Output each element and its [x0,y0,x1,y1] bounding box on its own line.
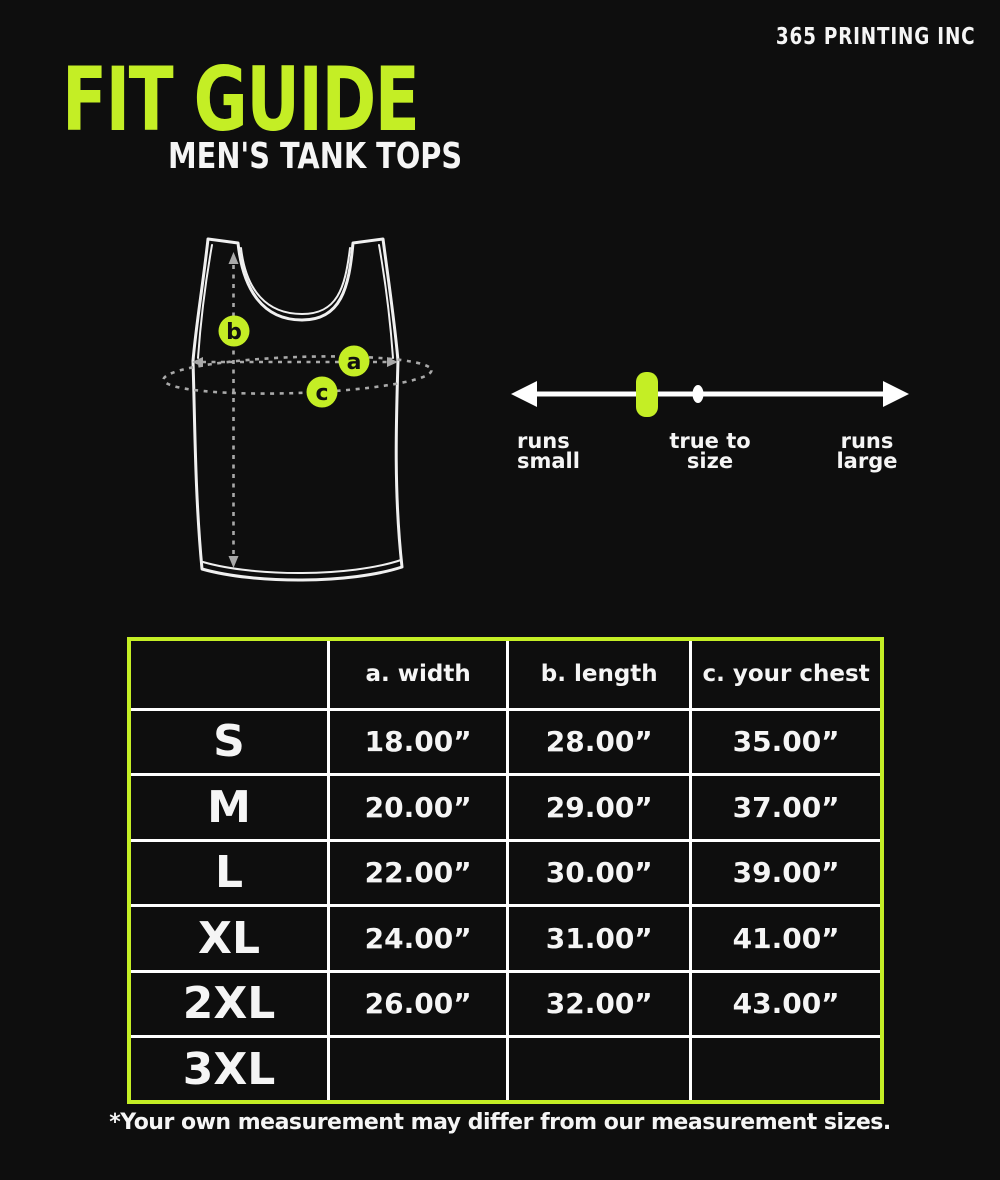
width-cell: 20.00” [327,773,510,842]
length-cell: 29.00” [506,773,693,842]
tank-top-illustration: b a c [162,237,433,582]
chest-cell: 41.00” [689,904,884,973]
size-chart-table: a. width b. length c. your chest S 18.00… [127,637,884,1104]
width-left-arrowhead [192,357,203,367]
collar-trim-line [240,247,351,316]
chest-measure-ellipse [162,355,433,395]
marker-a-letter: a [347,350,362,375]
length-cell [506,1035,693,1104]
runs-large-label: runs large [836,429,898,473]
chest-cell: 39.00” [689,838,884,907]
length-column-header: b. length [506,637,693,711]
length-cell: 32.00” [506,969,693,1038]
fit-scale-labels: runs small true to size runs large [500,431,920,481]
center-tick-dot [692,385,704,403]
size-column-header [127,637,331,711]
width-column-header: a. width [327,637,510,711]
length-measure-line [228,252,239,568]
chest-cell [689,1035,884,1104]
size-cell: 3XL [127,1035,331,1104]
width-cell: 18.00” [327,707,510,776]
marker-b: b [218,315,250,347]
marker-c-letter: c [315,381,328,406]
chest-cell: 43.00” [689,969,884,1038]
fit-scale-axis [511,372,909,417]
table-row: M 20.00” 29.00” 37.00” [127,773,884,842]
marker-c-circle [306,376,338,408]
width-cell: 22.00” [327,838,510,907]
marker-b-letter: b [226,320,242,345]
right-armhole-trim-line [378,244,394,359]
chest-column-header: c. your chest [689,637,884,711]
width-cell [327,1035,510,1104]
chest-cell: 37.00” [689,773,884,842]
size-cell: L [127,838,331,907]
left-armhole-trim-line [197,244,213,359]
size-cell: 2XL [127,969,331,1038]
scale-right-arrowhead [883,381,909,407]
tank-outline [191,237,404,582]
marker-a: a [338,345,370,377]
length-down-arrowhead [228,556,239,568]
marker-b-circle [218,315,250,347]
runs-small-label: runs small [517,429,580,473]
hem-trim-line [202,559,402,574]
chest-cell: 35.00” [689,707,884,776]
table-row: S 18.00” 28.00” 35.00” [127,707,884,776]
true-to-size-label: true to size [669,429,751,473]
table-row: 3XL [127,1035,884,1104]
marker-c: c [306,376,338,408]
width-cell: 26.00” [327,969,510,1038]
size-cell: XL [127,904,331,973]
length-up-arrowhead [228,252,239,264]
table-row: 2XL 26.00” 32.00” 43.00” [127,969,884,1038]
length-cell: 28.00” [506,707,693,776]
table-row: L 22.00” 30.00” 39.00” [127,838,884,907]
scale-left-arrowhead [511,381,537,407]
measurement-disclaimer: *Your own measurement may differ from ou… [109,1110,891,1135]
size-cell: S [127,707,331,776]
page-subtitle: MEN'S TANK TOPS [168,136,463,177]
length-cell: 31.00” [506,904,693,973]
marker-a-circle [338,345,370,377]
fit-marker [636,372,658,417]
size-cell: M [127,773,331,842]
brand-name: 365 PRINTING INC [775,24,975,50]
page-title: FIT GUIDE [62,48,420,151]
table-row: XL 24.00” 31.00” 41.00” [127,904,884,973]
fit-scale: runs small true to size runs large [500,350,920,490]
width-cell: 24.00” [327,904,510,973]
table-header-row: a. width b. length c. your chest [127,637,884,711]
length-cell: 30.00” [506,838,693,907]
